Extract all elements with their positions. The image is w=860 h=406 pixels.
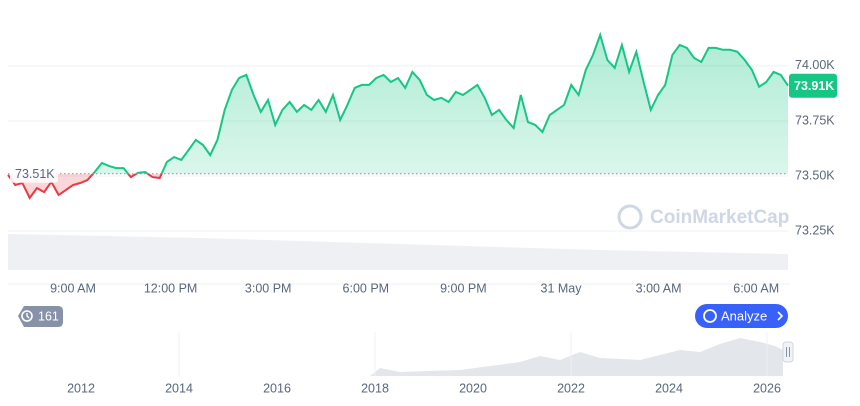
current-price-box <box>789 73 837 98</box>
navigator-year: 2024 <box>655 381 683 395</box>
navigator-year: 2012 <box>67 381 95 395</box>
x-tick-label: 9:00 AM <box>50 281 96 295</box>
volume-area <box>8 234 788 270</box>
y-tick-label: 73.50K <box>795 168 835 182</box>
y-tick-label: 73.25K <box>795 223 835 237</box>
area-up <box>93 34 788 174</box>
x-tick-label: 12:00 PM <box>144 281 198 295</box>
x-tick-label: 6:00 PM <box>343 281 390 295</box>
watermark: CoinMarketCap <box>617 204 789 230</box>
current-price-label: 73.91K <box>794 79 834 93</box>
navigator-year: 2014 <box>165 381 193 395</box>
navigator <box>8 332 794 376</box>
navigator-year: 2026 <box>753 381 781 395</box>
navigator-year: 2020 <box>459 381 487 395</box>
price-line-up <box>91 31 789 174</box>
history-button[interactable]: 161 <box>18 306 63 327</box>
navigator-year: 2018 <box>361 381 389 395</box>
y-tick-label: 74.00K <box>795 58 835 72</box>
watermark-text: CoinMarketCap <box>650 207 789 228</box>
baseline-label: 73.51K <box>15 167 55 181</box>
x-tick-label: 6:00 AM <box>733 281 779 295</box>
analyze-button[interactable]: Analyze <box>695 304 788 328</box>
y-tick-label: 73.75K <box>795 113 835 127</box>
x-tick-label: 3:00 PM <box>245 281 292 295</box>
x-tick-label: 31 May <box>541 281 583 295</box>
history-count: 161 <box>38 309 59 323</box>
baseline-label-box <box>10 164 58 183</box>
analyze-label: Analyze <box>721 308 767 323</box>
navigator-year: 2022 <box>557 381 585 395</box>
x-tick-label: 3:00 AM <box>636 281 682 295</box>
x-tick-label: 9:00 PM <box>440 281 487 295</box>
navigator-year: 2016 <box>263 381 291 395</box>
